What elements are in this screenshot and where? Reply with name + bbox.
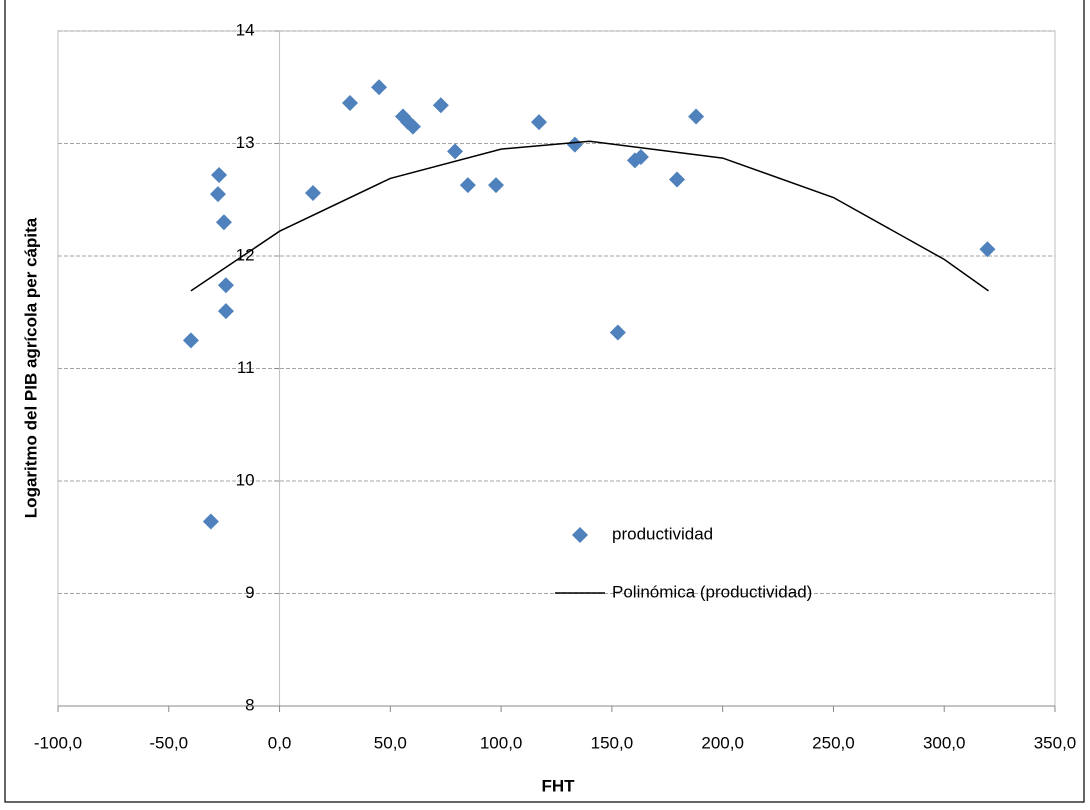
data-point (566, 136, 583, 153)
chart-frame (4, 0, 1085, 803)
x-tick-label: -100,0 (34, 733, 82, 752)
y-tick-label: 9 (245, 583, 254, 602)
data-point (182, 332, 199, 349)
data-point (447, 143, 464, 160)
data-point (217, 277, 234, 294)
data-point (215, 214, 232, 231)
data-point (979, 241, 996, 258)
y-tick-label: 11 (237, 358, 255, 377)
data-point (669, 171, 686, 188)
x-tick-label: 150,0 (591, 733, 634, 752)
data-point (209, 186, 226, 203)
legend-label: Polinómica (productividad) (612, 582, 812, 601)
data-point (211, 167, 228, 183)
data-point (688, 108, 705, 125)
data-point (404, 118, 421, 135)
x-tick-label: -50,0 (149, 733, 188, 752)
data-point (371, 79, 388, 96)
data-point (459, 177, 476, 194)
legend-marker (572, 527, 588, 543)
x-tick-label: 200,0 (701, 733, 744, 752)
x-tick-label: 50,0 (374, 733, 407, 752)
data-point (202, 513, 219, 530)
x-tick-label: 350,0 (1034, 733, 1077, 752)
x-tick-label: 0,0 (268, 733, 292, 752)
x-axis-label: FHT (541, 776, 575, 795)
y-tick-label: 14 (236, 20, 255, 39)
y-tick-label: 8 (245, 695, 254, 714)
data-point (305, 185, 322, 201)
data-point (342, 95, 359, 111)
y-tick-label: 13 (236, 133, 255, 152)
data-point (217, 303, 234, 320)
data-point (609, 324, 626, 341)
trendline (190, 140, 989, 292)
y-axis-label: Logaritmo del PIB agrícola per cápita (21, 217, 40, 518)
data-point (432, 97, 449, 114)
x-tick-label: 300,0 (923, 733, 966, 752)
legend-label: productividad (612, 524, 713, 543)
y-tick-label: 10 (236, 470, 255, 489)
x-tick-label: 100,0 (480, 733, 523, 752)
x-tick-label: 250,0 (812, 733, 855, 752)
data-point (530, 114, 547, 131)
data-point (488, 177, 505, 194)
data-point (632, 149, 649, 165)
